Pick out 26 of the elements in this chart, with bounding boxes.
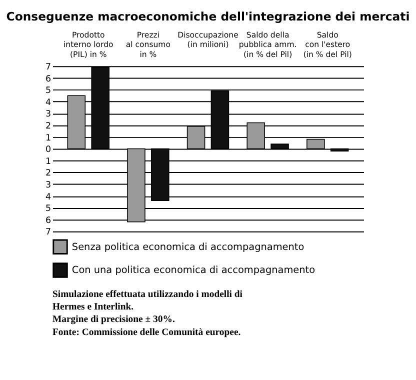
y-tick-label: 3 bbox=[45, 110, 52, 120]
chart-title: Conseguenze macroeconomiche dell'integrazione dei mercati bbox=[6, 9, 410, 24]
x-tick-label: Disoccupazione (in milioni) bbox=[178, 30, 239, 50]
y-tick-label: 7 bbox=[45, 62, 52, 73]
y-tick-label: 6 bbox=[45, 74, 52, 84]
x-tick-label: Prezzi al consumo in % bbox=[126, 30, 171, 59]
y-tick-label: 6 bbox=[45, 216, 52, 226]
y-tick-label: 2 bbox=[45, 168, 52, 179]
y-tick-label: 0 bbox=[45, 145, 52, 156]
y-tick-label: 1 bbox=[45, 133, 52, 144]
y-tick-label: 4 bbox=[45, 192, 52, 202]
y-tick-label: 2 bbox=[45, 122, 52, 132]
y-tick-label: 7 bbox=[45, 228, 52, 238]
legend-label: Senza politica economica di accompagnamento bbox=[72, 242, 304, 253]
x-tick-label: Saldo con l'estero (in % del Pil) bbox=[303, 30, 352, 59]
x-tick-label: Saldo della pubblica amm. (in % del Pil) bbox=[238, 30, 297, 59]
y-tick-label: 4 bbox=[45, 98, 52, 108]
text: Margine di precisione ± 30%. bbox=[52, 314, 175, 326]
y-tick-label: 3 bbox=[45, 180, 52, 191]
y-tick-label: 1 bbox=[45, 156, 52, 167]
x-tick-label: Prodotto interno lordo (PIL) in % bbox=[64, 30, 114, 59]
source-note: Fonte: Commissione delle Comunità europee. bbox=[52, 326, 241, 338]
y-tick-label: 5 bbox=[45, 86, 52, 96]
text: Simulazione effettuata utilizzando i modelli di Hermes e Interlink. bbox=[52, 288, 243, 313]
y-tick-label: 5 bbox=[45, 204, 52, 214]
legend-label: Con una politica economica di accompagnamento bbox=[72, 265, 316, 276]
